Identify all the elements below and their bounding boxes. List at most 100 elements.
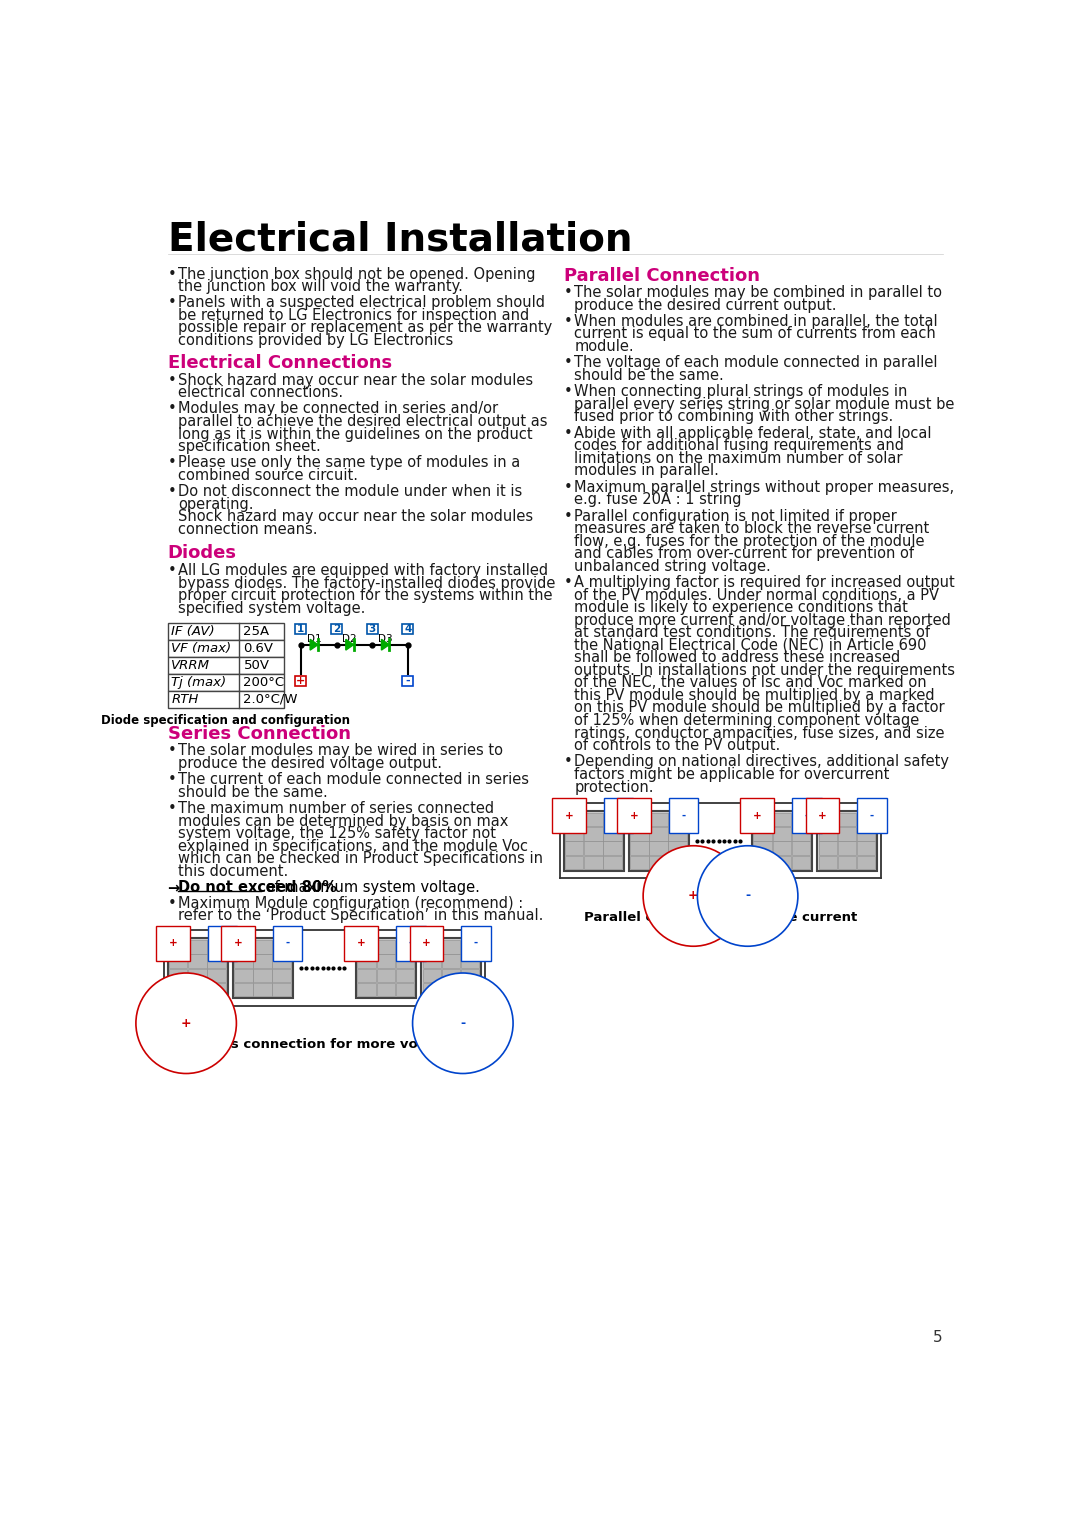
Text: specified system voltage.: specified system voltage. — [178, 601, 366, 616]
Bar — [207, 940, 226, 953]
Text: Parallel configuration is not limited if proper: Parallel configuration is not limited if… — [575, 509, 897, 524]
Text: explained in specifications, and the module Voc: explained in specifications, and the mod… — [178, 839, 528, 854]
Text: The current of each module connected in series: The current of each module connected in … — [178, 772, 529, 787]
Text: Shock hazard may occur near the solar modules: Shock hazard may occur near the solar mo… — [178, 373, 534, 388]
Text: •: • — [167, 562, 176, 578]
Text: on this PV module should be multiplied by a factor: on this PV module should be multiplied b… — [575, 700, 945, 715]
Text: When modules are combined in parallel, the total: When modules are combined in parallel, t… — [575, 313, 939, 329]
Text: 0.6V: 0.6V — [243, 642, 273, 656]
Bar — [754, 856, 772, 869]
Bar — [395, 940, 414, 953]
Text: -: - — [745, 889, 751, 903]
Text: parallel every series string or solar module must be: parallel every series string or solar mo… — [575, 397, 955, 413]
Bar — [254, 955, 272, 967]
Bar — [584, 842, 603, 854]
Text: should be the same.: should be the same. — [178, 785, 328, 799]
Bar — [604, 827, 622, 840]
Bar — [838, 813, 856, 827]
Bar — [856, 827, 875, 840]
Text: 3: 3 — [368, 623, 376, 634]
Bar — [649, 827, 667, 840]
Text: 1: 1 — [297, 623, 305, 634]
Bar — [772, 856, 791, 869]
Bar — [254, 940, 272, 953]
Bar — [170, 955, 188, 967]
Bar — [167, 938, 228, 998]
Text: D3: D3 — [378, 634, 393, 643]
Bar — [170, 940, 188, 953]
Text: Maximum parallel strings without proper measures,: Maximum parallel strings without proper … — [575, 480, 955, 495]
Text: produce the desired current output.: produce the desired current output. — [575, 298, 837, 313]
Text: and cables from over-current for prevention of: and cables from over-current for prevent… — [575, 545, 915, 561]
Text: Tj (max): Tj (max) — [172, 675, 227, 689]
Text: -: - — [869, 811, 874, 821]
Text: system voltage, the 125% safety factor not: system voltage, the 125% safety factor n… — [178, 827, 497, 842]
Text: +: + — [818, 811, 827, 821]
Text: codes for additional fusing requirements and: codes for additional fusing requirements… — [575, 439, 904, 454]
Polygon shape — [381, 639, 389, 649]
Text: electrical connections.: electrical connections. — [178, 385, 343, 400]
Text: -: - — [617, 811, 621, 821]
Bar — [296, 675, 307, 686]
Text: of 125% when determining component voltage: of 125% when determining component volta… — [575, 714, 920, 727]
Bar — [188, 955, 206, 967]
Text: D1: D1 — [307, 634, 322, 643]
Text: •: • — [167, 266, 176, 281]
Text: Series Connection: Series Connection — [167, 724, 351, 743]
Bar — [357, 955, 376, 967]
Text: factors might be applicable for overcurrent: factors might be applicable for overcurr… — [575, 767, 890, 782]
Bar — [752, 810, 812, 871]
Text: 200°C: 200°C — [243, 675, 285, 689]
Bar — [856, 842, 875, 854]
Bar — [442, 969, 460, 983]
Bar — [461, 983, 480, 996]
Bar — [421, 938, 482, 998]
Bar — [819, 856, 837, 869]
Bar — [272, 969, 291, 983]
Bar — [357, 983, 376, 996]
Bar — [461, 969, 480, 983]
Bar — [792, 813, 810, 827]
Text: -: - — [460, 1016, 465, 1030]
Text: of the PV modules. Under normal conditions, a PV: of the PV modules. Under normal conditio… — [575, 588, 940, 602]
Bar — [422, 983, 441, 996]
Text: the junction box will void the warranty.: the junction box will void the warranty. — [178, 280, 463, 293]
Text: protection.: protection. — [575, 779, 653, 795]
Text: 25A: 25A — [243, 625, 270, 639]
Text: connection means.: connection means. — [178, 523, 318, 536]
Text: Depending on national directives, additional safety: Depending on national directives, additi… — [575, 755, 949, 770]
Bar — [669, 856, 687, 869]
Text: operating.: operating. — [178, 497, 254, 512]
Bar — [565, 827, 583, 840]
Bar — [234, 955, 253, 967]
Text: +: + — [168, 938, 177, 949]
Bar — [395, 955, 414, 967]
Text: fused prior to combining with other strings.: fused prior to combining with other stri… — [575, 410, 893, 425]
Bar — [604, 842, 622, 854]
Text: current is equal to the sum of currents from each: current is equal to the sum of currents … — [575, 327, 936, 341]
Bar — [584, 856, 603, 869]
Text: combined source circuit.: combined source circuit. — [178, 468, 359, 483]
Text: The voltage of each module connected in parallel: The voltage of each module connected in … — [575, 356, 937, 370]
Text: •: • — [167, 295, 176, 310]
Bar — [207, 955, 226, 967]
Text: this PV module should be multiplied by a marked: this PV module should be multiplied by a… — [575, 688, 935, 703]
Polygon shape — [346, 639, 353, 649]
Bar — [167, 691, 284, 707]
Bar — [272, 983, 291, 996]
Bar — [669, 813, 687, 827]
Bar — [403, 675, 414, 686]
Text: at standard test conditions. The requirements of: at standard test conditions. The require… — [575, 625, 931, 640]
Text: →: → — [167, 880, 179, 895]
Text: Shock hazard may occur near the solar modules: Shock hazard may occur near the solar mo… — [178, 509, 534, 524]
Bar — [819, 842, 837, 854]
Bar — [442, 983, 460, 996]
Bar — [442, 955, 460, 967]
Bar — [838, 827, 856, 840]
Bar — [604, 813, 622, 827]
Bar — [234, 983, 253, 996]
Text: modules can be determined by basis on max: modules can be determined by basis on ma… — [178, 814, 509, 828]
Text: -: - — [220, 938, 225, 949]
Bar — [669, 827, 687, 840]
Text: Parallel Connection: Parallel Connection — [564, 266, 759, 284]
